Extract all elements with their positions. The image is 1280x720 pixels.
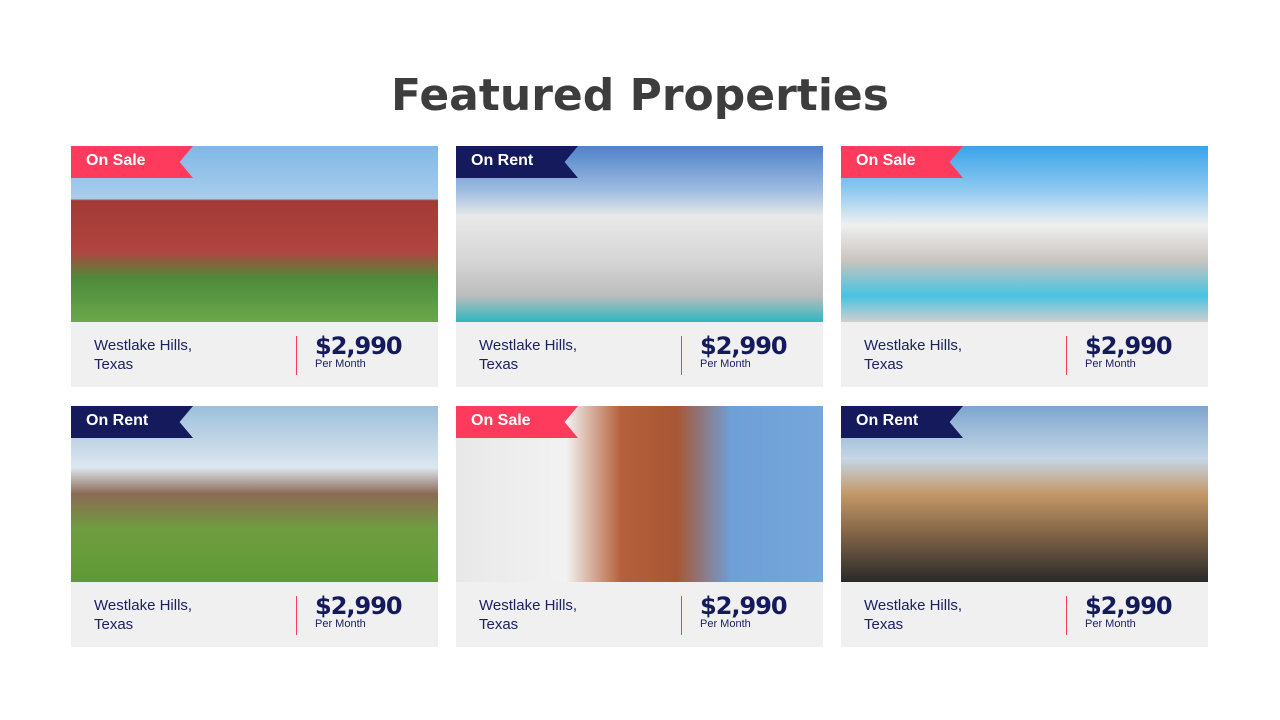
location: Westlake Hills, Texas — [864, 336, 1004, 374]
location: Westlake Hills, Texas — [479, 596, 619, 634]
divider — [296, 336, 297, 375]
divider — [681, 336, 682, 375]
property-card[interactable]: red two-story house with lawn On Sale We… — [71, 146, 438, 387]
location-state: Texas — [864, 356, 904, 373]
divider — [681, 596, 682, 635]
location-state: Texas — [479, 356, 519, 373]
location-city: Westlake Hills, — [479, 597, 578, 614]
price-period: Per Month — [700, 618, 751, 630]
price: $2,990 — [1085, 332, 1173, 360]
location: Westlake Hills, Texas — [864, 596, 1004, 634]
property-card[interactable]: modern white house with pool On Rent Wes… — [456, 146, 823, 387]
location-city: Westlake Hills, — [864, 597, 963, 614]
price: $2,990 — [315, 592, 403, 620]
status-ribbon: On Sale — [456, 406, 578, 438]
location-state: Texas — [94, 356, 134, 373]
divider — [1066, 336, 1067, 375]
price: $2,990 — [700, 332, 788, 360]
status-ribbon: On Rent — [71, 406, 193, 438]
price-period: Per Month — [1085, 358, 1136, 370]
price-period: Per Month — [315, 618, 366, 630]
page-title: Featured Properties — [391, 70, 889, 121]
status-ribbon: On Sale — [841, 146, 963, 178]
status-ribbon: On Rent — [841, 406, 963, 438]
price-period: Per Month — [1085, 618, 1136, 630]
price-period: Per Month — [315, 358, 366, 370]
location-city: Westlake Hills, — [94, 337, 193, 354]
location-state: Texas — [479, 616, 519, 633]
status-ribbon: On Sale — [71, 146, 193, 178]
property-card[interactable]: modern timber house On Rent Westlake Hil… — [841, 406, 1208, 647]
location: Westlake Hills, Texas — [479, 336, 619, 374]
property-card[interactable]: brick house with green lawn On Rent West… — [71, 406, 438, 647]
status-ribbon: On Rent — [456, 146, 578, 178]
location-state: Texas — [94, 616, 134, 633]
price: $2,990 — [315, 332, 403, 360]
property-card[interactable]: modern wood and white house On Sale West… — [456, 406, 823, 647]
divider — [296, 596, 297, 635]
location-city: Westlake Hills, — [94, 597, 193, 614]
property-card[interactable]: white house with swimming pool On Sale W… — [841, 146, 1208, 387]
price: $2,990 — [1085, 592, 1173, 620]
price-period: Per Month — [700, 358, 751, 370]
location-city: Westlake Hills, — [479, 337, 578, 354]
location: Westlake Hills, Texas — [94, 596, 234, 634]
price: $2,990 — [700, 592, 788, 620]
location: Westlake Hills, Texas — [94, 336, 234, 374]
divider — [1066, 596, 1067, 635]
location-state: Texas — [864, 616, 904, 633]
location-city: Westlake Hills, — [864, 337, 963, 354]
